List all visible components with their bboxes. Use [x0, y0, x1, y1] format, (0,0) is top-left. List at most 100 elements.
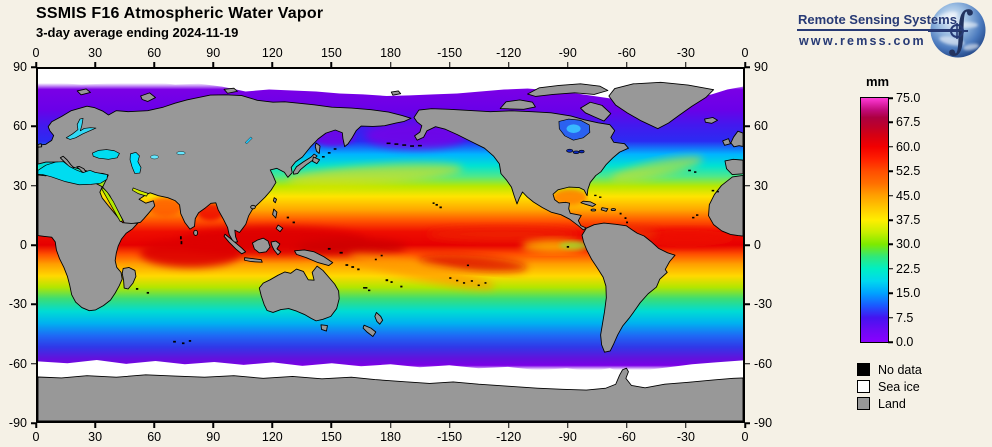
lon-tick-mark: [744, 62, 746, 67]
lon-tick-mark: [153, 423, 155, 428]
lon-tick-mark: [212, 423, 214, 428]
lon-tick-mark: [626, 423, 628, 428]
lat-tick-mark: [31, 125, 36, 128]
lon-tick-label: 120: [261, 46, 283, 60]
lat-tick-mark: [745, 184, 750, 187]
lon-tick-label: -150: [437, 430, 463, 444]
colorbar-tick-label: 0.0: [896, 335, 914, 349]
colorbar-tick-label: 45.0: [896, 188, 921, 203]
lat-tick-mark: [31, 362, 36, 365]
longitude-axis-top: 0 30 60 90 120 150 180 -150 -120 -90 -60 -30 0: [32, 46, 748, 67]
lon-tick-mark: [212, 62, 214, 67]
lon-tick-label: -90: [558, 430, 577, 444]
mediterranean-sea: [38, 161, 108, 186]
lon-tick-label: 90: [206, 430, 221, 444]
lon-tick-label: 150: [320, 430, 342, 444]
lon-tick-mark: [94, 62, 96, 67]
no-data-island-specks: [135, 142, 719, 345]
lon-tick-mark: [567, 423, 569, 428]
black-sea: [92, 149, 120, 160]
red-sea: [101, 187, 124, 222]
lat-tick-mark: [31, 303, 36, 306]
lon-tick-label: 30: [88, 46, 103, 60]
land-greenland: [608, 81, 715, 130]
lat-tick-label: -60: [754, 356, 773, 371]
colorbar-tick-label: 60.0: [896, 139, 921, 154]
lon-tick-label: -90: [558, 46, 577, 60]
lon-tick-mark: [685, 62, 687, 67]
land-new-zealand: [374, 312, 384, 325]
lon-tick-mark: [685, 423, 687, 428]
lon-tick-label: 180: [380, 430, 401, 444]
lon-tick-mark: [626, 62, 628, 67]
page-title: SSMIS F16 Atmospheric Water Vapor: [36, 5, 324, 22]
lon-tick-mark: [330, 423, 333, 428]
lon-tick-label: 0: [741, 46, 749, 60]
land-borneo: [251, 237, 271, 254]
logo-url[interactable]: www.remss.com: [799, 34, 926, 48]
lat-tick-mark: [31, 422, 36, 424]
lat-tick-label: -90: [754, 416, 773, 430]
logo-name[interactable]: Remote Sensing Systems: [798, 12, 957, 27]
lat-tick-label: 90: [754, 60, 768, 74]
lon-tick-mark: [507, 62, 510, 67]
lat-tick-mark: [745, 422, 750, 424]
lat-tick-mark: [745, 303, 750, 306]
lon-tick-label: -60: [617, 430, 636, 444]
land-australia: [258, 265, 340, 322]
lon-tick-label: -60: [617, 46, 636, 60]
colorbar-tick-label: 67.5: [896, 115, 921, 130]
lat-tick-label: 0: [754, 238, 761, 252]
land-antarctica: [38, 367, 743, 421]
land-sulawesi: [270, 240, 282, 256]
lon-tick-label: 90: [206, 46, 221, 60]
legend-label: Land: [878, 397, 906, 411]
lon-tick-mark: [271, 423, 274, 428]
lon-tick-mark: [271, 62, 274, 67]
colorbar-tick-label: 37.5: [896, 213, 921, 227]
legend-label: Sea ice: [878, 380, 920, 394]
map-frame: 0 30 60 90 120 150 180 -150 -120 -90 -60 -30 0 0 30 60…: [9, 46, 772, 444]
latitude-axis-right: 90 60 30 0 -30 -60 -90: [745, 60, 779, 430]
colorbar-units-label: mm: [866, 74, 890, 89]
lon-tick-label: -120: [496, 46, 522, 60]
land-new-guinea: [294, 249, 334, 266]
lon-tick-label: -30: [676, 46, 695, 60]
lon-tick-label: -30: [676, 430, 695, 444]
lat-tick-mark: [31, 184, 36, 187]
lon-tick-label: 0: [741, 430, 749, 444]
land-java: [244, 257, 263, 263]
inland-seas: [38, 117, 591, 222]
lat-tick-mark: [745, 244, 750, 246]
land-africa: [38, 172, 139, 312]
land-eurasia: [38, 94, 412, 243]
lat-tick-label: -90: [8, 416, 27, 430]
lon-tick-label: 60: [147, 46, 162, 60]
lon-tick-mark: [507, 423, 510, 428]
legend-swatch-no-data: [857, 363, 870, 376]
lon-tick-label: -120: [496, 430, 522, 444]
lon-tick-mark: [94, 423, 96, 428]
lon-tick-label: 0: [32, 46, 40, 60]
lon-tick-label: -150: [437, 46, 463, 60]
colorbar-tick-label: 15.0: [896, 286, 921, 301]
page-subtitle: 3-day average ending 2024-11-19: [36, 25, 239, 40]
longitude-axis-bottom: 0 30 60 90 120 150 180 -150 -120 -90 -60 -30 0: [33, 423, 748, 444]
legend-swatch-sea-ice: [857, 380, 870, 393]
legend-swatch-land: [857, 397, 870, 410]
lat-tick-mark: [745, 362, 750, 365]
colorbar-tick-mark: [888, 97, 893, 99]
colorbar-tick-mark: [888, 146, 893, 148]
lat-tick-label: 30: [13, 178, 27, 193]
lon-tick-mark: [448, 62, 451, 67]
lat-tick-label: 90: [13, 60, 27, 74]
colorbar-tick-mark: [888, 341, 893, 343]
lon-tick-mark: [389, 423, 392, 428]
globe-clouds: [934, 11, 979, 51]
lat-tick-label: 30: [754, 178, 768, 193]
lat-tick-label: -60: [8, 356, 27, 371]
lon-tick-mark: [567, 62, 569, 67]
colorbar-tick-mark: [888, 170, 893, 172]
lon-tick-label: 180: [380, 46, 401, 60]
